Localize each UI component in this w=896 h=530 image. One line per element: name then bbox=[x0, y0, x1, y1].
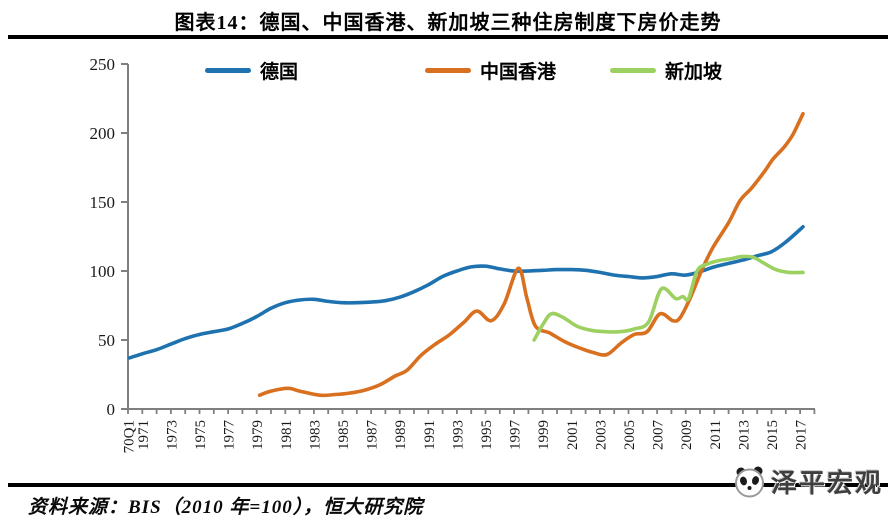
x-tick-label: 2001 bbox=[565, 420, 581, 450]
legend-item-germany: 德国 bbox=[205, 58, 299, 83]
footer-divider-rule bbox=[8, 483, 888, 487]
chart-legend: 德国 中国香港 新加坡 bbox=[0, 58, 896, 83]
x-tick-label: 1983 bbox=[307, 420, 323, 450]
y-tick-label: 0 bbox=[107, 400, 116, 419]
x-tick-label: 1991 bbox=[422, 420, 438, 450]
title-divider-rule bbox=[8, 35, 888, 39]
legend-label-singapore: 新加坡 bbox=[665, 61, 723, 83]
x-tick-label: 1993 bbox=[450, 420, 466, 450]
x-tick-label: 1973 bbox=[164, 420, 180, 450]
x-tick-label: 2003 bbox=[593, 420, 609, 450]
series-line-germany bbox=[127, 225, 805, 360]
y-tick-label: 200 bbox=[90, 124, 116, 143]
source-note: 资料来源：BIS（2010 年=100），恒大研究院 bbox=[28, 497, 424, 518]
x-tick-label: 1971 bbox=[136, 420, 152, 450]
x-tick-label: 1995 bbox=[479, 420, 495, 450]
y-tick-label: 250 bbox=[90, 55, 116, 74]
y-tick-label: 150 bbox=[90, 193, 116, 212]
x-tick-label: 2009 bbox=[679, 420, 695, 450]
legend-swatch-germany bbox=[205, 67, 251, 73]
x-tick-label: 2017 bbox=[794, 420, 810, 451]
x-tick-label: 2005 bbox=[622, 420, 638, 450]
x-tick-label: 1981 bbox=[279, 420, 295, 450]
brand-name: 泽平宏观 bbox=[771, 468, 884, 498]
x-tick-label: 1977 bbox=[222, 420, 238, 451]
x-tick-label: 1999 bbox=[536, 420, 552, 450]
x-tick-label: 1975 bbox=[193, 420, 209, 450]
x-tick-label: 1997 bbox=[508, 420, 524, 451]
x-tick-label: 1987 bbox=[365, 420, 381, 451]
legend-swatch-singapore bbox=[610, 67, 656, 73]
x-tick-label: 2015 bbox=[765, 420, 781, 450]
axes bbox=[127, 64, 815, 410]
chart-title: 图表14：德国、中国香港、新加坡三种住房制度下房价走势 bbox=[174, 12, 722, 34]
series-line-hongkong bbox=[257, 111, 805, 398]
brand-watermark: 泽平宏观 bbox=[733, 462, 883, 500]
legend-item-singapore: 新加坡 bbox=[610, 58, 723, 83]
x-tick-label: 70Q1 bbox=[122, 420, 138, 453]
legend-label-germany: 德国 bbox=[260, 61, 299, 83]
panda-logo-icon bbox=[735, 466, 764, 498]
y-tick-label: 50 bbox=[98, 331, 115, 350]
x-tick-label: 1989 bbox=[393, 420, 409, 450]
legend-label-hongkong: 中国香港 bbox=[480, 61, 557, 83]
x-tick-label: 2013 bbox=[736, 420, 752, 450]
x-tick-label: 1985 bbox=[336, 420, 352, 450]
series-line-singapore bbox=[532, 254, 805, 342]
x-tick-label: 1979 bbox=[250, 420, 266, 450]
legend-swatch-hongkong bbox=[425, 67, 471, 73]
x-tick-label: 2007 bbox=[651, 420, 667, 451]
y-tick-label: 100 bbox=[90, 262, 116, 281]
x-tick-label: 2011 bbox=[708, 420, 724, 449]
legend-item-hongkong: 中国香港 bbox=[425, 58, 557, 83]
